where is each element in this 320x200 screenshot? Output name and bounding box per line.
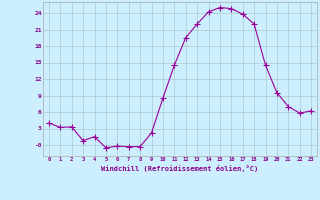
X-axis label: Windchill (Refroidissement éolien,°C): Windchill (Refroidissement éolien,°C)	[101, 165, 259, 172]
